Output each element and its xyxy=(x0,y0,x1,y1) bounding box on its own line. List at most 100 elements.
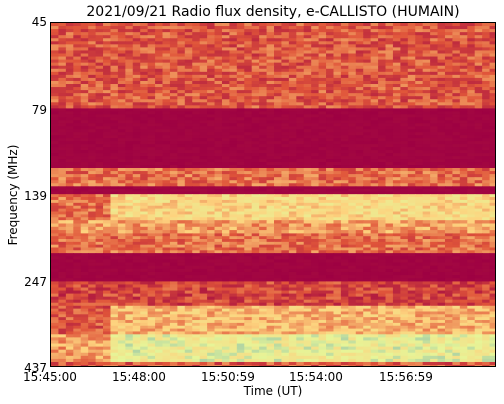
spectrogram-cell xyxy=(251,108,260,112)
spectrogram-cell xyxy=(333,44,342,48)
spectrogram-cell xyxy=(333,188,342,193)
spectrogram-cell xyxy=(192,147,201,151)
spectrogram-cell xyxy=(259,191,268,195)
spectrogram-cell xyxy=(259,117,268,121)
spectrogram-cell xyxy=(51,194,60,198)
spectrogram-cell xyxy=(296,38,305,42)
spectrogram-cell xyxy=(363,191,372,195)
spectrogram-cell xyxy=(482,120,491,124)
spectrogram-cell xyxy=(489,96,495,100)
spectrogram-cell xyxy=(400,56,409,61)
spectrogram-cell xyxy=(80,126,89,130)
spectrogram-cell xyxy=(415,202,424,207)
spectrogram-cell xyxy=(259,162,268,166)
spectrogram-cell xyxy=(311,150,320,154)
spectrogram-cell xyxy=(296,259,305,264)
spectrogram-cell xyxy=(340,194,349,198)
spectrogram-cell xyxy=(199,117,208,121)
spectrogram-cell xyxy=(80,214,89,218)
spectrogram-cell xyxy=(288,32,297,36)
spectrogram-cell xyxy=(58,84,67,88)
spectrogram-cell xyxy=(147,197,156,201)
spectrogram-cell xyxy=(482,32,491,36)
spectrogram-cell xyxy=(489,250,495,254)
spectrogram-cell xyxy=(162,250,171,254)
spectrogram-cell xyxy=(296,50,305,55)
spectrogram-cell xyxy=(482,168,491,172)
spectrogram-cell xyxy=(415,108,424,112)
spectrogram-cell xyxy=(88,123,97,127)
spectrogram-cell xyxy=(296,191,305,195)
spectrogram-cell xyxy=(452,108,461,112)
spectrogram-cell xyxy=(407,180,416,184)
spectrogram-cell xyxy=(333,199,342,204)
spectrogram-cell xyxy=(355,71,364,76)
spectrogram-cell xyxy=(58,96,67,100)
spectrogram-cell xyxy=(95,74,104,79)
spectrogram-cell xyxy=(407,80,416,85)
spectrogram-cell xyxy=(467,247,476,251)
spectrogram-cell xyxy=(385,223,394,228)
spectrogram-cell xyxy=(430,217,439,221)
spectrogram-cell xyxy=(110,56,119,61)
spectrogram-cell xyxy=(251,59,260,64)
spectrogram-cell xyxy=(340,174,349,178)
spectrogram-cell xyxy=(236,77,245,82)
spectrogram-cell xyxy=(117,208,126,213)
spectrogram-cell xyxy=(385,59,394,64)
spectrogram-cell xyxy=(103,147,112,151)
spectrogram-cell xyxy=(355,244,364,249)
spectrogram-cell xyxy=(251,114,260,118)
spectrogram-cell xyxy=(363,253,372,257)
spectrogram-cell xyxy=(229,247,238,251)
spectrogram-cell xyxy=(452,253,461,257)
spectrogram-cell xyxy=(422,244,431,249)
spectrogram-cell xyxy=(303,171,312,175)
spectrogram-cell xyxy=(355,239,364,243)
spectrogram-cell xyxy=(236,233,245,237)
spectrogram-cell xyxy=(51,183,60,187)
spectrogram-cell xyxy=(207,147,216,151)
spectrogram-cell xyxy=(140,32,149,36)
spectrogram-cell xyxy=(326,105,335,110)
spectrogram-cell xyxy=(51,159,60,163)
spectrogram-cell xyxy=(244,214,253,218)
spectrogram-cell xyxy=(221,156,230,160)
spectrogram-cell xyxy=(125,135,134,139)
spectrogram-cell xyxy=(192,80,201,85)
spectrogram-cell xyxy=(169,144,178,148)
spectrogram-cell xyxy=(407,241,416,246)
spectrogram-cell xyxy=(73,241,82,246)
spectrogram-cell xyxy=(392,132,401,136)
spectrogram-cell xyxy=(51,256,60,261)
spectrogram-cell xyxy=(65,156,74,160)
spectrogram-cell xyxy=(207,93,216,97)
spectrogram-cell xyxy=(221,138,230,142)
spectrogram-cell xyxy=(266,123,275,127)
spectrogram-cell xyxy=(348,123,357,127)
spectrogram-cell xyxy=(80,111,89,115)
spectrogram-cell xyxy=(296,44,305,48)
spectrogram-cell xyxy=(288,108,297,112)
spectrogram-cell xyxy=(407,174,416,178)
spectrogram-cell xyxy=(482,71,491,76)
spectrogram-cell xyxy=(392,111,401,115)
spectrogram-cell xyxy=(251,262,260,267)
spectrogram-cell xyxy=(88,84,97,88)
spectrogram-cell xyxy=(244,62,253,67)
spectrogram-cell xyxy=(489,68,495,73)
spectrogram-cell xyxy=(140,159,149,163)
spectrogram-cell xyxy=(125,111,134,115)
spectrogram-cell xyxy=(169,102,178,106)
spectrogram-cell xyxy=(407,62,416,67)
spectrogram-cell xyxy=(363,250,372,254)
spectrogram-cell xyxy=(80,99,89,103)
spectrogram-cell xyxy=(125,171,134,175)
spectrogram-cell xyxy=(58,99,67,103)
spectrogram-cell xyxy=(259,99,268,103)
spectrogram-cell xyxy=(221,53,230,58)
spectrogram-cell xyxy=(363,117,372,121)
spectrogram-cell xyxy=(110,44,119,48)
spectrogram-cell xyxy=(88,47,97,52)
spectrogram-cell xyxy=(251,199,260,204)
